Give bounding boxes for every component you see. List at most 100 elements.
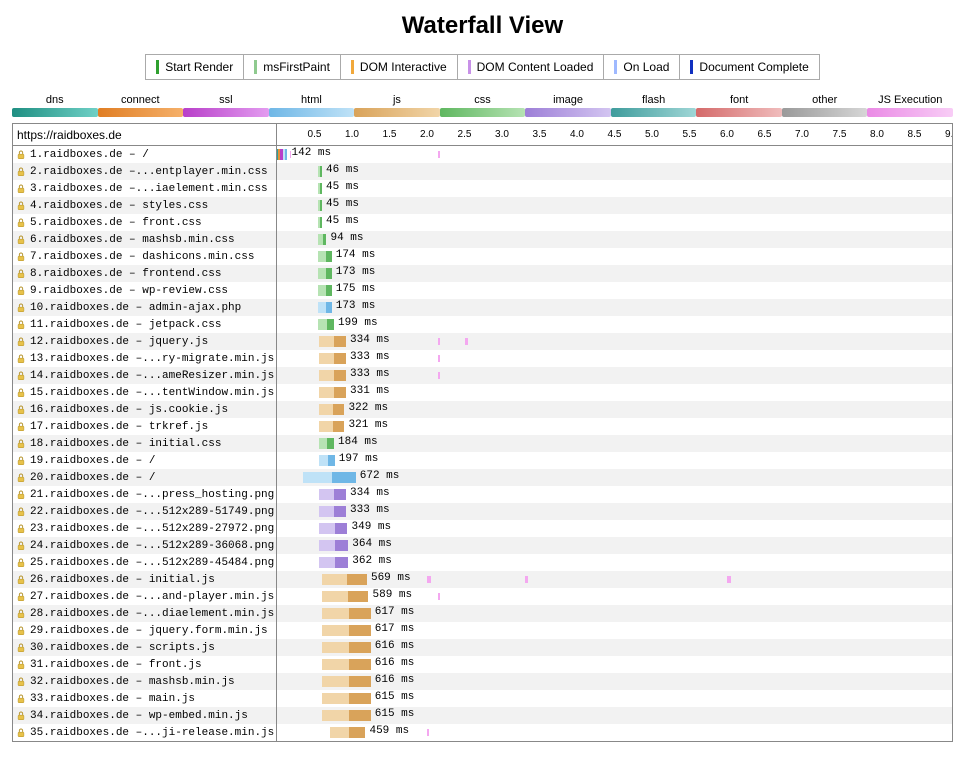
request-row[interactable]: 5. raidboxes.de – front.css <box>13 214 276 231</box>
chart-row[interactable]: 616 ms <box>277 656 952 673</box>
chart-row[interactable]: 616 ms <box>277 673 952 690</box>
request-row[interactable]: 18. raidboxes.de – initial.css <box>13 435 276 452</box>
request-row[interactable]: 25. raidboxes.de –...512x289-45484.png <box>13 554 276 571</box>
lock-icon <box>16 235 26 245</box>
row-number: 17. <box>30 421 50 433</box>
chart-row[interactable]: 333 ms <box>277 367 952 384</box>
ttfb-segment <box>319 353 334 364</box>
request-row[interactable]: 28. raidboxes.de –...diaelement.min.js <box>13 605 276 622</box>
row-number: 18. <box>30 438 50 450</box>
chart-row[interactable]: 615 ms <box>277 707 952 724</box>
duration-label: 175 ms <box>336 283 376 295</box>
request-row[interactable]: 26. raidboxes.de – initial.js <box>13 571 276 588</box>
chart-row[interactable]: 173 ms <box>277 265 952 282</box>
chart-row[interactable]: 94 ms <box>277 231 952 248</box>
chart-row[interactable]: 362 ms <box>277 554 952 571</box>
request-row[interactable]: 32. raidboxes.de – mashsb.min.js <box>13 673 276 690</box>
lock-icon <box>16 422 26 432</box>
request-row[interactable]: 12. raidboxes.de – jquery.js <box>13 333 276 350</box>
row-number: 4. <box>30 200 43 212</box>
ttfb-segment <box>322 659 349 670</box>
chart-row[interactable]: 46 ms <box>277 163 952 180</box>
request-row[interactable]: 29. raidboxes.de – jquery.form.min.js <box>13 622 276 639</box>
request-row[interactable]: 8. raidboxes.de – frontend.css <box>13 265 276 282</box>
lock-icon <box>16 218 26 228</box>
request-row[interactable]: 27. raidboxes.de –...and-player.min.js <box>13 588 276 605</box>
request-row[interactable]: 22. raidboxes.de –...512x289-51749.png <box>13 503 276 520</box>
request-row[interactable]: 16. raidboxes.de – js.cookie.js <box>13 401 276 418</box>
legend-label: DOM Interactive <box>360 60 447 74</box>
request-row[interactable]: 17. raidboxes.de – trkref.js <box>13 418 276 435</box>
request-row[interactable]: 19. raidboxes.de – / <box>13 452 276 469</box>
request-row[interactable]: 21. raidboxes.de –...press_hosting.png <box>13 486 276 503</box>
time-tick: 2.0 <box>420 124 434 145</box>
chart-row[interactable]: 589 ms <box>277 588 952 605</box>
time-tick: 5.5 <box>683 124 697 145</box>
chart-row[interactable]: 333 ms <box>277 503 952 520</box>
row-number: 22. <box>30 506 50 518</box>
request-row[interactable]: 35. raidboxes.de –...ji-release.min.js <box>13 724 276 741</box>
legend-item: Document Complete <box>679 54 819 80</box>
request-row[interactable]: 23. raidboxes.de –...512x289-27972.png <box>13 520 276 537</box>
request-row[interactable]: 30. raidboxes.de – scripts.js <box>13 639 276 656</box>
category-label: JS Execution <box>878 94 942 106</box>
lock-icon <box>16 558 26 568</box>
request-row[interactable]: 6. raidboxes.de – mashsb.min.css <box>13 231 276 248</box>
request-row[interactable]: 11. raidboxes.de – jetpack.css <box>13 316 276 333</box>
category-bar <box>867 108 953 117</box>
request-row[interactable]: 3. raidboxes.de –...iaelement.min.css <box>13 180 276 197</box>
request-row[interactable]: 33. raidboxes.de – main.js <box>13 690 276 707</box>
chart-row[interactable]: 174 ms <box>277 248 952 265</box>
chart-row[interactable]: 321 ms <box>277 418 952 435</box>
chart-row[interactable]: 331 ms <box>277 384 952 401</box>
chart-row[interactable]: 616 ms <box>277 639 952 656</box>
chart-row[interactable]: 349 ms <box>277 520 952 537</box>
chart-row[interactable]: 45 ms <box>277 180 952 197</box>
request-row[interactable]: 4. raidboxes.de – styles.css <box>13 197 276 214</box>
request-row[interactable]: 2. raidboxes.de –...entplayer.min.css <box>13 163 276 180</box>
time-axis: 0.51.01.52.02.53.03.54.04.55.05.56.06.57… <box>277 124 952 146</box>
request-row[interactable]: 7. raidboxes.de – dashicons.min.css <box>13 248 276 265</box>
chart-row[interactable]: 617 ms <box>277 622 952 639</box>
lock-icon <box>16 694 26 704</box>
chart-row[interactable]: 334 ms <box>277 486 952 503</box>
chart-row[interactable]: 197 ms <box>277 452 952 469</box>
request-row[interactable]: 10. raidboxes.de – admin-ajax.php <box>13 299 276 316</box>
chart-row[interactable]: 615 ms <box>277 690 952 707</box>
js-execution-mark <box>727 576 731 583</box>
download-segment <box>320 200 322 211</box>
chart-row[interactable]: 617 ms <box>277 605 952 622</box>
request-row[interactable]: 34. raidboxes.de – wp-embed.min.js <box>13 707 276 724</box>
ttfb-segment <box>318 251 325 262</box>
chart-row[interactable]: 175 ms <box>277 282 952 299</box>
chart-row[interactable]: 184 ms <box>277 435 952 452</box>
chart-row[interactable]: 569 ms <box>277 571 952 588</box>
chart-row[interactable]: 322 ms <box>277 401 952 418</box>
row-label: raidboxes.de – front.css <box>43 217 201 229</box>
chart-row[interactable]: 364 ms <box>277 537 952 554</box>
request-row[interactable]: 13. raidboxes.de –...ry-migrate.min.js <box>13 350 276 367</box>
duration-label: 46 ms <box>326 164 359 176</box>
request-row[interactable]: 24. raidboxes.de –...512x289-36068.png <box>13 537 276 554</box>
category-bar <box>12 108 98 117</box>
chart-row[interactable]: 142 ms <box>277 146 952 163</box>
chart-row[interactable]: 199 ms <box>277 316 952 333</box>
chart-row[interactable]: 45 ms <box>277 197 952 214</box>
ttfb-segment <box>319 489 334 500</box>
download-segment <box>349 693 371 704</box>
chart-row[interactable]: 45 ms <box>277 214 952 231</box>
request-row[interactable]: 14. raidboxes.de –...ameResizer.min.js <box>13 367 276 384</box>
chart-row[interactable]: 173 ms <box>277 299 952 316</box>
chart-row[interactable]: 672 ms <box>277 469 952 486</box>
request-row[interactable]: 20. raidboxes.de – / <box>13 469 276 486</box>
request-row[interactable]: 9. raidboxes.de – wp-review.css <box>13 282 276 299</box>
chart-row[interactable]: 459 ms <box>277 724 952 741</box>
request-row[interactable]: 1. raidboxes.de – / <box>13 146 276 163</box>
chart-row[interactable]: 333 ms <box>277 350 952 367</box>
chart-row[interactable]: 334 ms <box>277 333 952 350</box>
download-segment <box>320 166 322 177</box>
request-row[interactable]: 31. raidboxes.de – front.js <box>13 656 276 673</box>
category-label: js <box>393 94 401 106</box>
download-segment <box>326 251 332 262</box>
request-row[interactable]: 15. raidboxes.de –...tentWindow.min.js <box>13 384 276 401</box>
